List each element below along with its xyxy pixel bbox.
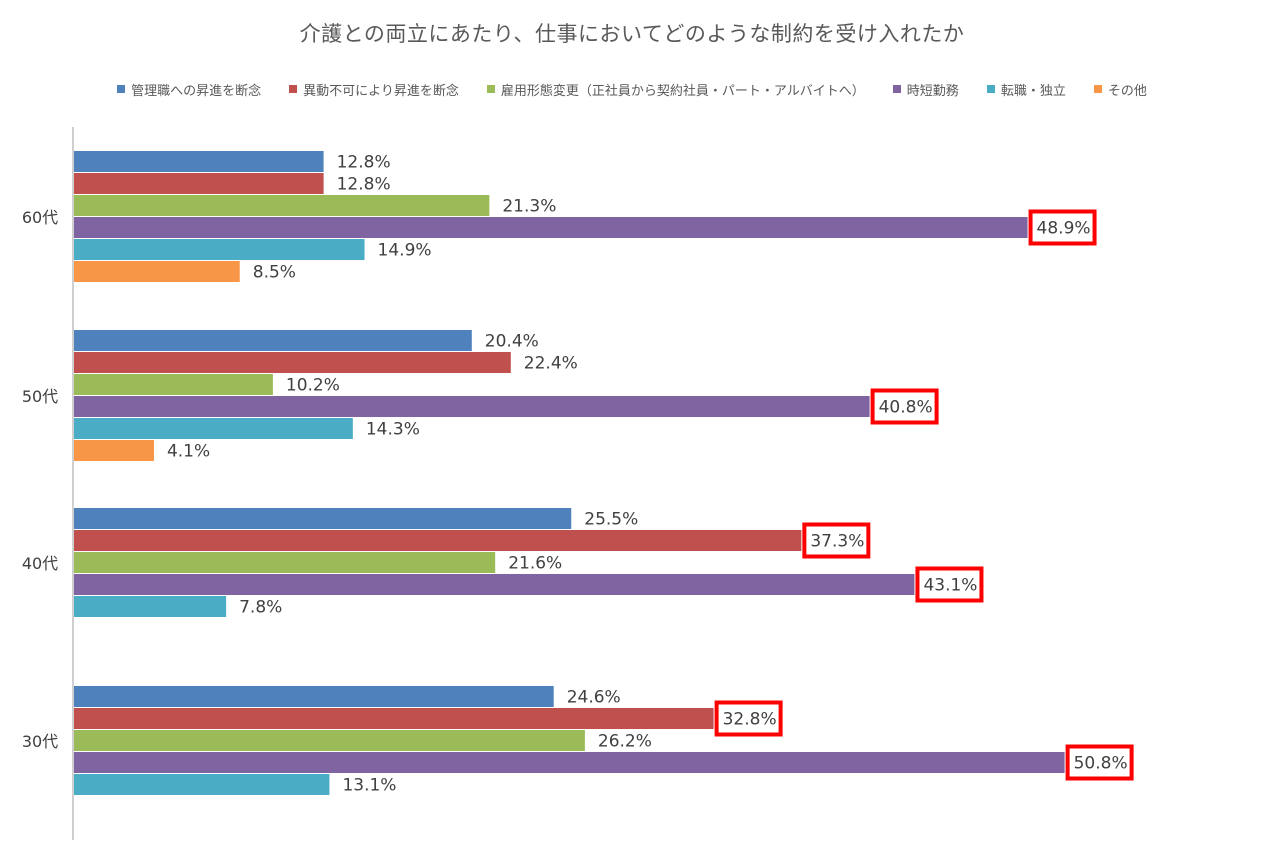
bar — [74, 774, 330, 795]
bar — [74, 239, 365, 260]
legend: 管理職への昇進を断念 異動不可により昇進を断念 雇用形態変更（正社員から契約社員・パ… — [0, 79, 1264, 99]
data-label: 21.3% — [502, 197, 556, 217]
data-label: 14.9% — [378, 241, 432, 261]
data-label: 43.1% — [923, 576, 977, 596]
legend-label: 管理職への昇進を断念 — [131, 83, 262, 99]
data-label: 25.5% — [584, 510, 638, 530]
legend-item: 異動不可により昇進を断念 — [289, 80, 459, 99]
category-label: 40代 — [22, 554, 58, 573]
data-label: 12.8% — [337, 175, 391, 195]
category-label: 60代 — [22, 208, 58, 227]
legend-swatch — [486, 85, 495, 93]
highlight-box — [870, 388, 939, 425]
legend-swatch — [117, 85, 126, 93]
legend-item: その他 — [1093, 80, 1147, 99]
data-label: 32.8% — [723, 710, 777, 730]
legend-label: 雇用形態変更（正社員から契約社員・パート・アルバイトへ） — [500, 83, 865, 99]
legend-label: その他 — [1107, 83, 1147, 99]
bar — [74, 686, 554, 707]
legend-item: 時短勤務 — [892, 80, 959, 99]
data-label: 4.1% — [167, 442, 210, 462]
category-label: 30代 — [22, 732, 58, 751]
data-label: 37.3% — [810, 532, 864, 552]
bar — [74, 151, 324, 172]
bar — [74, 596, 227, 617]
data-label: 12.8% — [337, 153, 391, 173]
bar — [74, 418, 353, 439]
bar — [74, 530, 802, 551]
bar — [74, 352, 511, 373]
data-label: 10.2% — [286, 376, 340, 396]
data-label: 22.4% — [524, 354, 578, 374]
category-label: 50代 — [22, 387, 58, 406]
legend-label: 異動不可により昇進を断念 — [303, 83, 459, 99]
data-label: 21.6% — [508, 554, 562, 574]
bar — [74, 574, 915, 595]
bar — [74, 374, 273, 395]
bar — [74, 173, 324, 194]
bar — [74, 195, 490, 216]
data-label: 20.4% — [485, 332, 539, 352]
data-label: 13.1% — [342, 776, 396, 796]
data-label: 7.8% — [239, 598, 282, 618]
data-label: 14.3% — [366, 420, 420, 440]
bar — [74, 730, 585, 751]
bar — [74, 752, 1065, 773]
bar — [74, 440, 154, 461]
data-label: 48.9% — [1037, 219, 1091, 239]
data-label: 40.8% — [879, 398, 933, 418]
highlight-box — [802, 522, 871, 559]
legend-item: 管理職への昇進を断念 — [117, 80, 261, 99]
bar — [74, 330, 472, 351]
bar — [74, 396, 870, 417]
legend-item: 雇用形態変更（正社員から契約社員・パート・アルバイトへ） — [486, 80, 865, 99]
legend-swatch — [289, 85, 298, 93]
chart-title: 介護との両立にあたり、仕事においてどのような制約を受け入れたか — [299, 22, 965, 46]
legend-swatch — [892, 85, 901, 93]
highlight-box — [1065, 744, 1134, 781]
data-label: 24.6% — [567, 688, 621, 708]
bar — [74, 261, 240, 282]
legend-item: 転職・独立 — [986, 80, 1066, 99]
legend-swatch — [1093, 85, 1102, 93]
bar — [74, 508, 572, 529]
data-label: 26.2% — [598, 732, 652, 752]
bar — [74, 708, 714, 729]
highlight-box — [714, 700, 783, 737]
legend-label: 時短勤務 — [906, 83, 959, 99]
bar — [74, 552, 496, 573]
highlight-box — [1028, 209, 1097, 246]
bar — [74, 217, 1028, 238]
legend-label: 転職・独立 — [1000, 83, 1066, 99]
data-label: 8.5% — [253, 263, 296, 283]
data-label: 50.8% — [1074, 754, 1128, 774]
highlight-box — [915, 566, 984, 603]
legend-swatch — [986, 85, 995, 93]
